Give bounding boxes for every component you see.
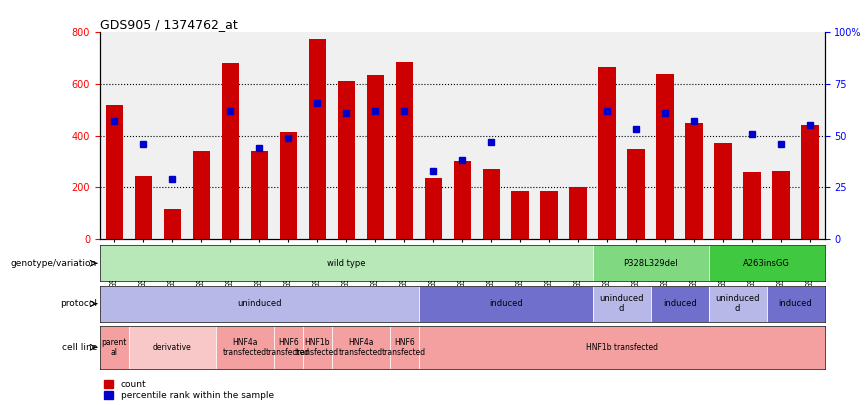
Text: HNF4a
transfected: HNF4a transfected	[223, 338, 266, 357]
Bar	[656, 74, 674, 239]
Bar	[193, 151, 210, 239]
Text: derivative: derivative	[153, 343, 192, 352]
Bar	[338, 81, 355, 239]
Bar	[390, 326, 418, 369]
Text: induced: induced	[779, 299, 812, 308]
Text: GDS905 / 1374762_at: GDS905 / 1374762_at	[100, 18, 238, 31]
Bar	[593, 245, 708, 281]
Text: HNF1b transfected: HNF1b transfected	[586, 343, 658, 352]
Bar	[424, 178, 442, 239]
Bar	[128, 326, 216, 369]
Text: A263insGG: A263insGG	[743, 259, 790, 268]
Bar	[483, 169, 500, 239]
Text: HNF4a
transfected: HNF4a transfected	[339, 338, 383, 357]
Bar	[801, 126, 819, 239]
Bar	[743, 172, 761, 239]
Text: HNF6
transfected: HNF6 transfected	[382, 338, 426, 357]
Bar	[511, 191, 529, 239]
Bar	[598, 67, 616, 239]
Bar	[308, 39, 326, 239]
Bar	[453, 162, 471, 239]
Text: uninduced: uninduced	[237, 299, 281, 308]
Bar	[100, 326, 128, 369]
Bar	[418, 326, 825, 369]
Bar	[396, 62, 413, 239]
Bar	[106, 105, 123, 239]
Bar	[651, 286, 708, 322]
Bar	[303, 326, 332, 369]
Bar	[221, 64, 239, 239]
Text: uninduced
d: uninduced d	[600, 294, 644, 313]
Bar	[135, 177, 152, 239]
Bar	[628, 149, 645, 239]
Bar	[100, 286, 418, 322]
Bar	[332, 326, 390, 369]
Bar	[251, 151, 268, 239]
Text: P328L329del: P328L329del	[623, 259, 678, 268]
Bar	[541, 191, 558, 239]
Bar	[766, 286, 825, 322]
Bar	[714, 143, 732, 239]
Bar	[418, 286, 593, 322]
Text: genotype/variation: genotype/variation	[11, 259, 97, 268]
Bar	[100, 245, 593, 281]
Bar	[366, 75, 384, 239]
Text: wild type: wild type	[327, 259, 365, 268]
Bar	[273, 326, 303, 369]
Legend: count, percentile rank within the sample: count, percentile rank within the sample	[104, 379, 273, 401]
Text: HNF6
transfected: HNF6 transfected	[266, 338, 311, 357]
Text: induced: induced	[489, 299, 523, 308]
Bar	[686, 123, 703, 239]
Bar	[593, 286, 651, 322]
Text: cell line: cell line	[62, 343, 97, 352]
Bar	[216, 326, 273, 369]
Bar	[708, 245, 825, 281]
Text: parent
al: parent al	[102, 338, 127, 357]
Bar	[279, 132, 297, 239]
Bar	[569, 188, 587, 239]
Bar	[163, 209, 181, 239]
Bar	[773, 171, 790, 239]
Bar	[708, 286, 766, 322]
Text: protocol: protocol	[60, 299, 97, 308]
Text: induced: induced	[663, 299, 696, 308]
Text: uninduced
d: uninduced d	[715, 294, 760, 313]
Text: HNF1b
transfected: HNF1b transfected	[295, 338, 339, 357]
